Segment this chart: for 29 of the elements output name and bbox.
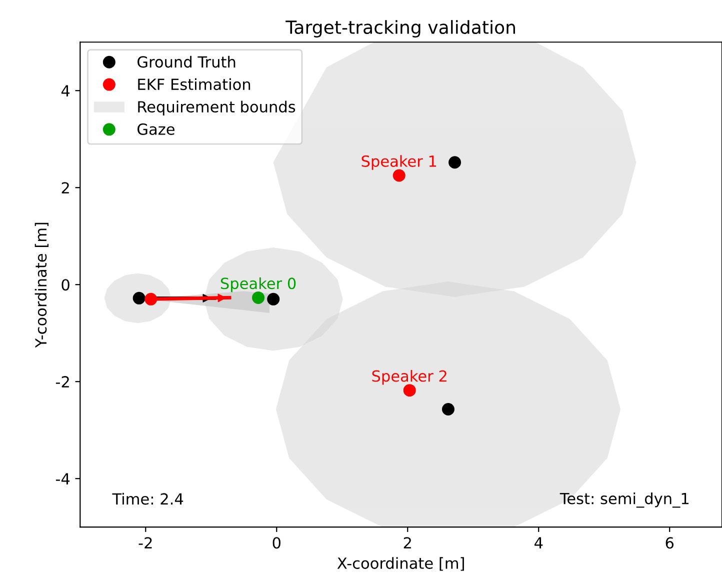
y-tick-label: 2: [62, 182, 69, 194]
chart-title: Target-tracking validation: [286, 20, 515, 38]
y-tick-label: 4: [61, 85, 70, 96]
x-tick-label: 2: [404, 537, 411, 548]
x-tick-label: 6: [666, 537, 674, 549]
point: [267, 292, 280, 306]
point: [144, 292, 158, 306]
point: [442, 402, 454, 416]
data-label: Speaker 1: [362, 155, 436, 170]
y-axis-title: Y-coordinate [m]: [34, 222, 48, 348]
point: [448, 156, 462, 169]
point: [132, 292, 146, 304]
legend-label: EKF Estimation: [138, 78, 250, 90]
point: [403, 384, 416, 397]
x-tick-label: -2: [138, 537, 152, 548]
y-tick-label: -2: [56, 376, 69, 388]
y-tick-label: -4: [56, 473, 70, 484]
legend-label: Requirement bounds: [138, 100, 296, 116]
y-tick-label: 0: [62, 279, 70, 291]
x-axis-title: X-coordinate [m]: [337, 557, 464, 571]
x-tick-label: 0: [272, 537, 280, 549]
data-label: Speaker 0: [220, 277, 296, 292]
legend-label: Ground Truth: [138, 56, 236, 68]
annotation: Time: 2.4: [112, 492, 184, 505]
data-label: Speaker 2: [372, 370, 446, 385]
x-tick-label: 4: [534, 537, 543, 548]
legend-label: Gaze: [138, 123, 174, 135]
point: [392, 169, 406, 182]
annotation: Test: semi_dyn_1: [560, 492, 688, 508]
